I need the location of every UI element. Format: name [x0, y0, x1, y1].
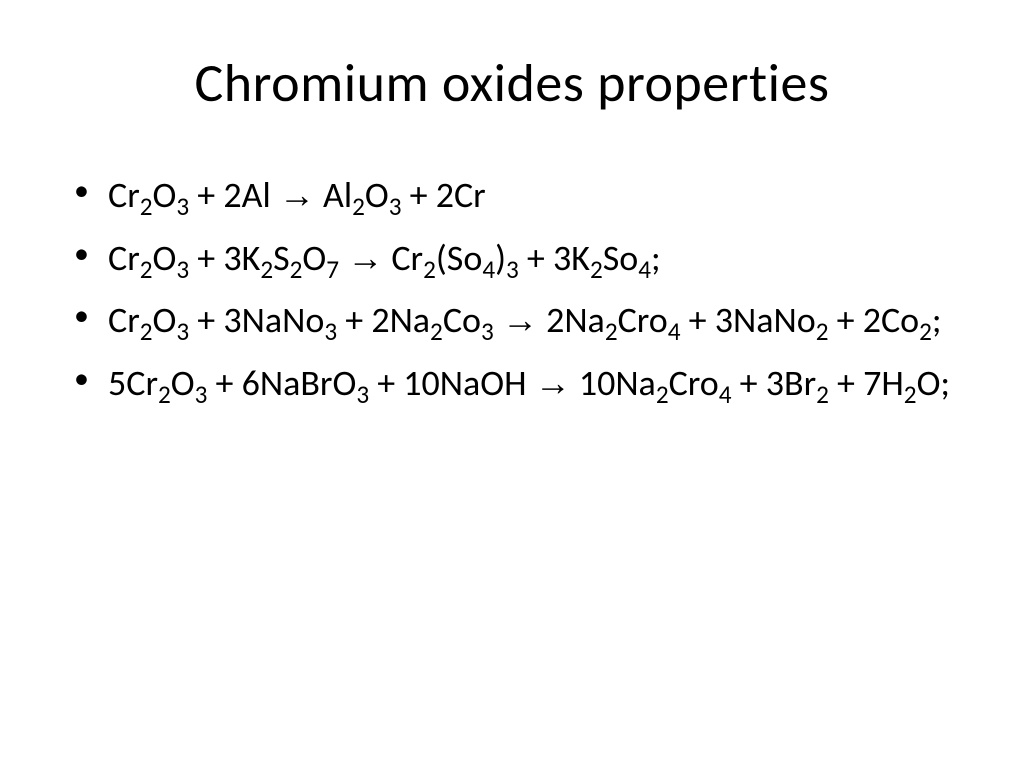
- equation-item: Cr2O3 + 2Al → Al2O3 + 2Cr: [96, 171, 964, 220]
- reaction-arrow-icon: →: [279, 174, 315, 215]
- subscript: 3: [506, 254, 519, 285]
- subscript: 4: [482, 254, 495, 285]
- subscript: 3: [176, 254, 189, 285]
- subscript: 3: [389, 191, 402, 222]
- subscript: 4: [668, 316, 681, 347]
- subscript: 2: [423, 254, 436, 285]
- subscript: 2: [140, 316, 153, 347]
- equation-list: Cr2O3 + 2Al → Al2O3 + 2Cr Cr2O3 + 3K2S2O…: [60, 171, 964, 407]
- slide-title: Chromium oxides properties: [60, 50, 964, 116]
- subscript: 2: [590, 254, 603, 285]
- reaction-arrow-icon: →: [347, 237, 383, 278]
- subscript: 3: [481, 316, 494, 347]
- subscript: 2: [352, 191, 365, 222]
- subscript: 3: [176, 316, 189, 347]
- equation-item: 5Cr2O3 + 6NaBrO3 + 10NaOH → 10Na2Cro4 + …: [96, 359, 964, 408]
- subscript: 3: [324, 316, 337, 347]
- subscript: 2: [904, 379, 917, 410]
- subscript: 2: [430, 316, 443, 347]
- subscript: 2: [158, 379, 171, 410]
- subscript: 2: [260, 254, 273, 285]
- subscript: 2: [290, 254, 303, 285]
- subscript: 3: [195, 379, 208, 410]
- equation-item: Cr2O3 + 3NaNo3 + 2Na2Co3 → 2Na2Cro4 + 3N…: [96, 296, 964, 345]
- subscript: 3: [176, 191, 189, 222]
- reaction-arrow-icon: →: [535, 362, 571, 403]
- subscript: 2: [140, 191, 153, 222]
- subscript: 4: [719, 379, 732, 410]
- equation-item: Cr2O3 + 3K2S2O7 → Cr2(So4)3 + 3K2So4;: [96, 234, 964, 283]
- subscript: 2: [816, 379, 829, 410]
- subscript: 2: [919, 316, 932, 347]
- subscript: 2: [605, 316, 618, 347]
- subscript: 3: [356, 379, 369, 410]
- subscript: 2: [656, 379, 669, 410]
- subscript: 7: [326, 254, 339, 285]
- reaction-arrow-icon: →: [502, 299, 538, 340]
- subscript: 2: [140, 254, 153, 285]
- subscript: 4: [638, 254, 651, 285]
- subscript: 2: [816, 316, 829, 347]
